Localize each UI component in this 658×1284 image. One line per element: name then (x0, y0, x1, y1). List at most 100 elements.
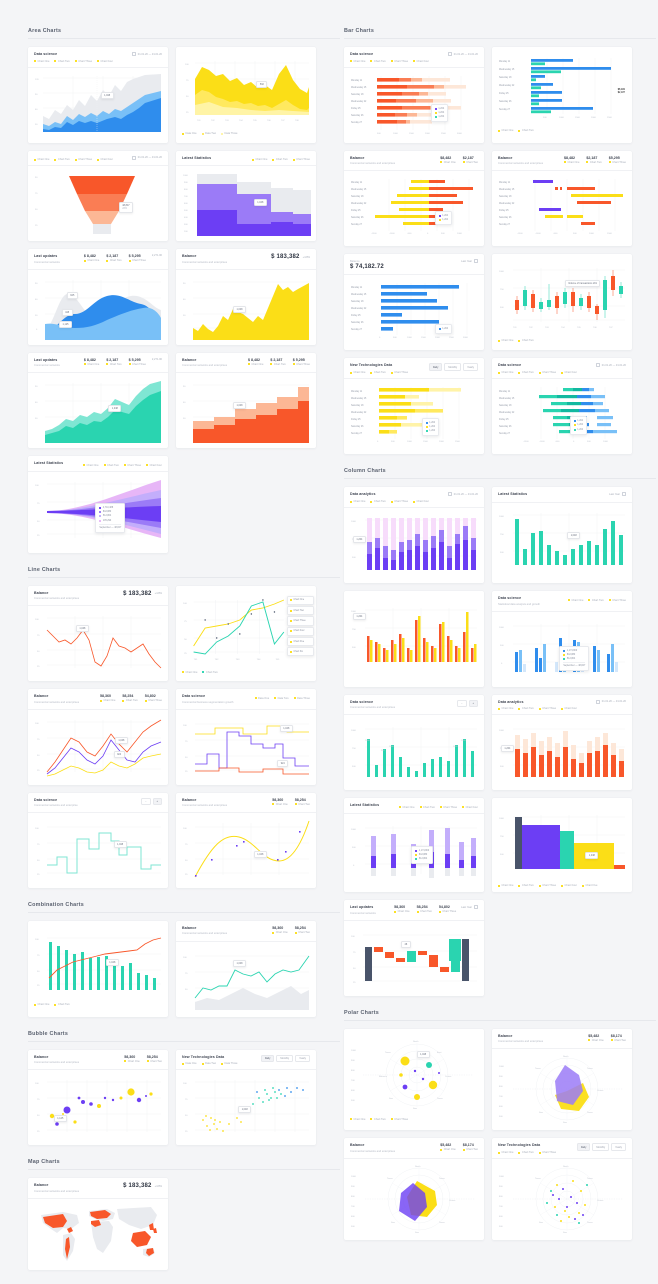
card-polar-scatter[interactable]: New Technologies Data Chart One Chart Tw… (492, 1138, 632, 1241)
card-bar-grouped-blue[interactable]: Monday 11 Wednesday 15 Saturday 18 Wednesd… (492, 47, 632, 143)
card-header: Chart One Chart Two Chart Three Chart Fo… (28, 151, 168, 167)
card-line-multi[interactable]: Balance Commercial networks and enterpri… (28, 689, 168, 785)
svg-text:-1000: -1000 (535, 233, 541, 235)
legend-item: Chart Four (561, 371, 577, 374)
legend-item: Chart Two (588, 599, 604, 602)
svg-text:Wednesday 15: Wednesday 15 (351, 189, 367, 191)
card-subtitle: Commercial networks and enterprises (182, 364, 228, 368)
filter-yearly[interactable]: Yearly (611, 1143, 626, 1151)
card-candlestick[interactable]: 1000 750 500 701 702 703 704 705 706 707 Volume… (492, 254, 632, 351)
date-range-button[interactable]: 01.01.20 — 31.01.20 (131, 155, 162, 160)
card-area-spline-blue[interactable]: Last updates Commercial networks $ 8,482… (28, 249, 168, 345)
card-fan-purple[interactable]: Latest Statistics Chart One Chart Two Ch… (28, 456, 168, 553)
plot-column-range-purple: 1000 500 0 1,174,800 842,880 512,804 (349, 818, 479, 884)
card-area-step-orange[interactable]: Balance Commercial networks and enterpri… (176, 352, 316, 449)
period-button[interactable]: Last Year (461, 905, 478, 910)
card-column-funnel-horizontal[interactable]: 1000 750 500 1,048 Chart One Chart Two Cha… (492, 798, 632, 893)
filter-yearly[interactable]: Yearly (463, 363, 478, 371)
svg-text:North: North (415, 1165, 421, 1168)
card-funnel[interactable]: Chart One Chart Two Chart Three Chart Fo… (28, 150, 168, 242)
date-range-button[interactable]: 01.01.20 — 31.01.20 (447, 492, 478, 497)
card-header: Data science Chart One Chart Two Chart T… (344, 47, 484, 68)
svg-text:0: 0 (353, 865, 355, 867)
filter-daily[interactable]: Daily (576, 1143, 591, 1151)
legend-panel[interactable]: Chart One Chart Two Chart Three Chart Fo… (287, 595, 314, 657)
card-bar-gantt[interactable]: Balance Commercial networks and enterpri… (492, 150, 632, 247)
period-button[interactable]: Last Year (609, 492, 626, 497)
svg-text:-500: -500 (553, 233, 558, 235)
filter-daily[interactable]: Daily (428, 363, 443, 371)
date-range-button[interactable]: 01.01.20 — 31.01.20 (595, 699, 626, 704)
zoom-out-button[interactable]: − (141, 797, 151, 806)
card-radar-purple-yellow-2[interactable]: Balance Commercial networks and enterpri… (344, 1138, 484, 1241)
svg-text:500: 500 (587, 441, 591, 443)
card-line-step-teal[interactable]: Data science Commercial networks and ent… (28, 792, 168, 889)
card-bar-blue-balance[interactable]: Balance $ 74,182.72 Last Year (344, 254, 484, 351)
zoom-out-button[interactable]: − (457, 699, 467, 707)
card-column-teal-2[interactable]: Data science Commercial networks and ent… (344, 694, 484, 791)
card-column-teal[interactable]: Latest Statistics Last Year (492, 487, 632, 584)
filter-monthly[interactable]: Monthly (592, 1143, 610, 1151)
kpi-value: $ 74,182.72 (350, 264, 384, 271)
legend-entry[interactable]: Chart Five (287, 637, 314, 647)
card-bar-float-yellow-orange[interactable]: Balance Commercial networks and enterpri… (344, 150, 484, 247)
svg-text:25: 25 (35, 225, 38, 227)
filter-yearly[interactable]: Yearly (295, 1054, 310, 1062)
card-header: Balance Commercial networks and enterpri… (492, 1029, 632, 1050)
svg-text:100: 100 (35, 485, 39, 487)
svg-text:60: 60 (35, 299, 38, 301)
card-waterfall[interactable]: Last updates Commercial networks 58,360 C… (344, 900, 484, 996)
card-area-teal[interactable]: Last updates Commercial networks $ 8,482… (28, 352, 168, 449)
chart-tooltip: 1,048 (253, 199, 267, 207)
legend-entry[interactable]: Chart One (287, 595, 314, 605)
filter-daily[interactable]: Daily (260, 1054, 275, 1062)
legend-entry[interactable]: Chart Three (287, 616, 314, 626)
date-range-button[interactable]: 01.01.20 — 31.01.20 (131, 52, 162, 56)
card-bubble[interactable]: Balance Commercial networks and enterpri… (28, 1049, 168, 1146)
chart-tooltip: 1,048 (105, 958, 119, 966)
svg-text:702: 702 (211, 120, 215, 122)
card-line-step-multi[interactable]: Data science Commercial business segment… (176, 689, 316, 785)
zoom-in-button[interactable]: + (152, 797, 162, 806)
card-line-orange[interactable]: Balance Commercial networks and enterpri… (28, 585, 168, 682)
card-column-grouped-orange-yellow[interactable]: 1000 750 500 1,204 (344, 591, 484, 687)
card-bar-stacked-yellow[interactable]: New Technologies Data Chart One Chart Tw… (344, 358, 484, 455)
card-column-grouped-blue[interactable]: Data science Statistical data analysis a… (492, 591, 632, 687)
svg-text:2000: 2000 (435, 337, 441, 339)
plot-line-multi: 100 75 50 25 1,048 924 (33, 714, 163, 780)
card-combo-area-line[interactable]: Balance Commercial networks and enterpri… (176, 921, 316, 1017)
card-radar-purple-yellow[interactable]: Balance Commercial networks and enterpri… (492, 1028, 632, 1131)
svg-text:25: 25 (186, 112, 189, 114)
card-column-range-purple[interactable]: Latest Statistics Chart One Chart Two Ch… (344, 798, 484, 893)
svg-text:50: 50 (184, 639, 187, 641)
svg-text:100: 100 (351, 936, 355, 938)
plot-curve-scatter: 100 75 50 25 1,048 (181, 817, 311, 883)
card-column-stacked-purple[interactable]: Data analytics Chart One Chart Two Chart… (344, 487, 484, 584)
date-range-button[interactable]: 01.01.20 — 31.01.20 (447, 52, 478, 56)
legend-entry[interactable]: Chart Six (287, 647, 314, 657)
card-line-curve-scatter[interactable]: Balance Commercial networks and enterpri… (176, 792, 316, 889)
card-polar-bubble[interactable]: North East Cruise Texas Sea Sea Texas Balance … (344, 1028, 484, 1131)
card-area-stacked-blue[interactable]: Data science Chart One Chart Two Chart T… (28, 47, 168, 143)
legend-entry[interactable]: Chart Four (287, 626, 314, 636)
svg-text:0: 0 (36, 329, 38, 331)
card-bar-stacked-teal-blue[interactable]: Data science Chart One Chart Two Chart T… (492, 358, 632, 455)
card-combo-bars-line[interactable]: 100 75 50 25 1,048 Chart One Chart Two (28, 921, 168, 1017)
chevron-down-icon (474, 259, 478, 264)
card-line-scatter-legend[interactable]: 100 75 50 25 701 702 703 704 705 Chart One Char… (176, 585, 316, 682)
period-button[interactable]: Last Year (461, 259, 478, 264)
card-scatter-cluster[interactable]: New Technologies Data Data One Data Two … (176, 1049, 316, 1146)
filter-monthly[interactable]: Monthly (444, 363, 462, 371)
card-column-stacked-orange[interactable]: Data analytics Chart One Chart Two Chart… (492, 694, 632, 791)
card-area-yellow-balance[interactable]: Balance Commercial networks and enterpri… (176, 249, 316, 345)
date-range-button[interactable]: 01.01.20 — 31.01.20 (595, 363, 626, 368)
card-bar-stacked-orange[interactable]: Data science Chart One Chart Two Chart T… (344, 47, 484, 143)
card-world-map[interactable]: Balance Commercial networks and enterpri… (28, 1178, 168, 1270)
svg-text:2500: 2500 (607, 117, 613, 119)
filter-monthly[interactable]: Monthly (276, 1054, 294, 1062)
legend-entry[interactable]: Chart Two (287, 606, 314, 616)
svg-text:-500: -500 (555, 441, 560, 443)
card-marimekko[interactable]: Latest Statistics Chart One Chart Two Ch… (176, 150, 316, 242)
card-area-yellow-stacked[interactable]: 100 75 50 25 701 702 703 704 705 706 707 708 59… (176, 47, 316, 143)
zoom-in-button[interactable]: + (468, 699, 478, 707)
